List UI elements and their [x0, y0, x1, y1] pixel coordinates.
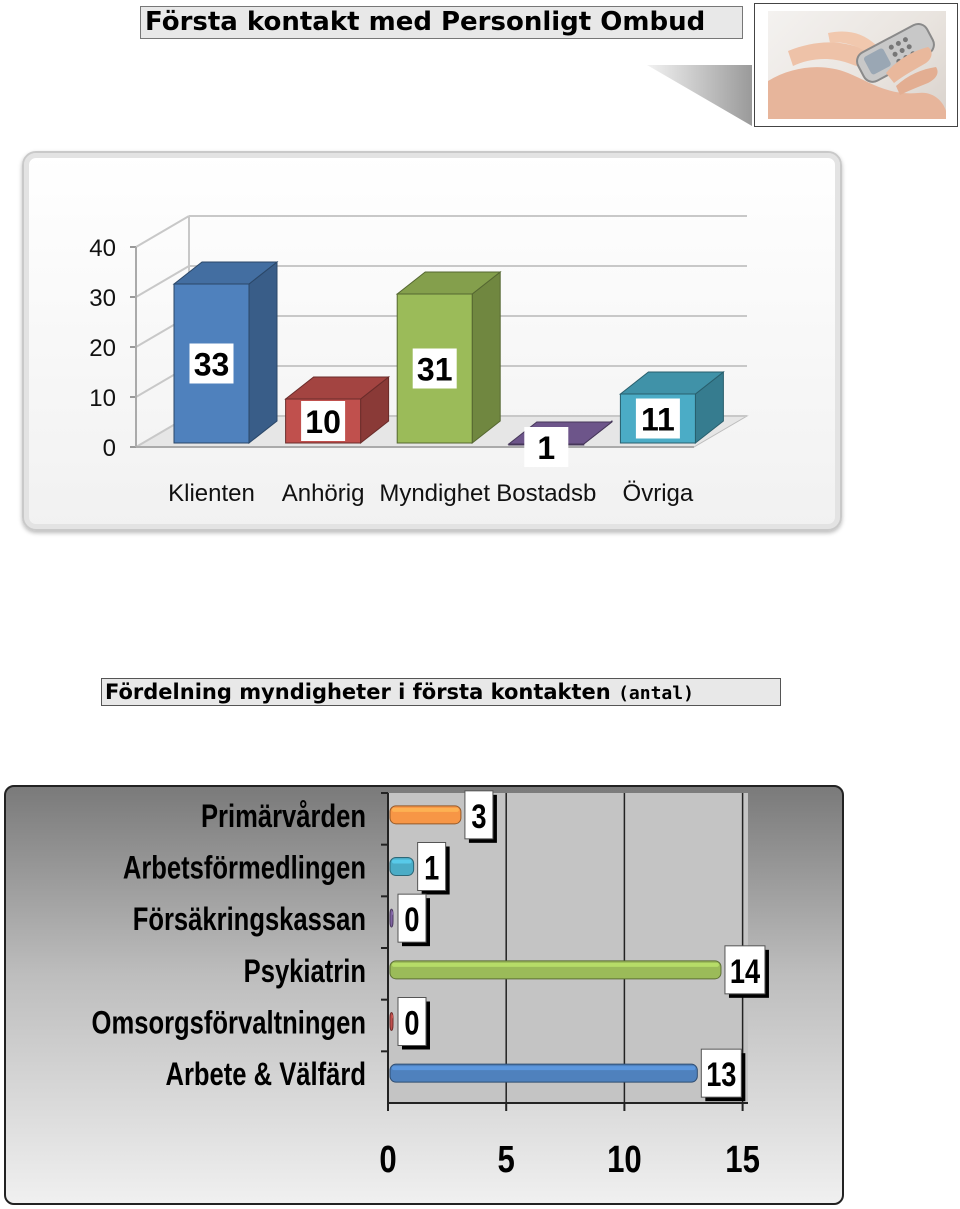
page-title: Första kontakt med Personligt Ombud: [140, 6, 743, 39]
chart2-bar-highlight: [392, 807, 459, 812]
chart1-bar-group: 31 Myndighet: [379, 270, 502, 507]
chart2-bar-highlight: [392, 1014, 393, 1019]
chart1-bar-side: [471, 270, 501, 445]
chart2-bar-group: 3 Primärvården: [201, 790, 497, 843]
chart1-frame: 0 10 20 30 40 33 Klienten 10 Anhörig 31 Myndighet 1…: [22, 151, 842, 531]
chart2-data-label-bg: [700, 1048, 742, 1098]
chart1-gridline-side: [135, 215, 190, 248]
chart2-category-label: Omsorgsförvaltningen: [92, 1006, 366, 1041]
chart2-xtick-label: 5: [498, 1139, 515, 1181]
chart2-bar-highlight: [392, 1066, 696, 1071]
chart1-bar-group: 33 Klienten: [168, 260, 279, 507]
chart1-ytick-label: 20: [89, 335, 116, 362]
chart2-bar-highlight: [392, 859, 412, 864]
chart1-data-label-bg: [189, 343, 234, 384]
chart1-category-label: Övriga: [623, 480, 694, 507]
chart2-plot-area: [388, 793, 748, 1103]
chart1-data-label: 31: [417, 352, 453, 388]
contacts-3d-bar-chart: 01020304033Klienten10Anhörig31Myndighet1…: [89, 215, 749, 507]
chart2-xtick-label: 10: [607, 1139, 642, 1181]
chart2-data-label: 14: [730, 952, 760, 991]
chart2-data-label-bg: [417, 842, 447, 891]
chart1-bar-side: [248, 260, 278, 445]
chart1-data-label: 11: [641, 402, 675, 438]
chart2-category-label: Psykiatrin: [244, 954, 366, 989]
chart2-category-label: Primärvården: [201, 799, 366, 834]
chart2-category-label: Försäkringskassan: [133, 903, 366, 938]
chart1-ytick-label: 30: [89, 285, 116, 312]
chart2-data-label-bg: [464, 790, 494, 840]
chart1-bar-group: 10 Anhörig: [282, 375, 391, 507]
authorities-horizontal-bar-chart: 0 5 10 15 3 Primärvården 1 Arbetsförmedlingen 0 F…: [92, 790, 769, 1181]
chart2-data-label: 1: [424, 849, 439, 888]
chart2-bar-highlight: [392, 962, 719, 967]
chart1-ytick-label: 10: [89, 385, 116, 412]
chart2-category-label: Arbete & Välfärd: [165, 1058, 366, 1093]
chart2-bar-group: 13 Arbete & Välfärd: [165, 1048, 746, 1102]
chart2-title-unit: (antal): [618, 683, 694, 704]
chart2-axes: 0 5 10 15: [379, 793, 760, 1181]
chart2-frame: 0 5 10 15 3 Primärvården 1 Arbetsförmedlingen 0 F…: [4, 785, 844, 1205]
chart1-data-label: 1: [537, 430, 555, 466]
chart2-bar-group: 14 Psykiatrin: [244, 945, 769, 998]
chart2-data-label: 0: [404, 900, 419, 939]
chart1-data-label: 10: [305, 404, 341, 440]
chart1-ytick-label: 40: [89, 235, 116, 262]
chart2-title-text: Fördelning myndigheter i första kontakte…: [105, 680, 611, 704]
chart2-category-label: Arbetsförmedlingen: [123, 851, 366, 886]
chart2-data-label: 13: [706, 1055, 736, 1094]
chart2-bar-group: 1 Arbetsförmedlingen: [123, 842, 450, 895]
photo-shadow: [647, 65, 752, 126]
chart1-data-label-bg: [524, 427, 569, 467]
chart2-data-label-bg: [724, 945, 766, 995]
chart2-bar-group: 0 Försäkringskassan: [133, 893, 430, 947]
chart1-category-label: Anhörig: [282, 480, 365, 507]
chart1-category-label: Klienten: [168, 480, 255, 507]
chart2-data-label-bg: [397, 997, 427, 1046]
chart2-xtick-label: 0: [379, 1139, 396, 1181]
chart1-data-label: 33: [194, 347, 230, 383]
chart2-xtick-label: 15: [725, 1139, 760, 1181]
hand-holding-phone-photo: [768, 11, 946, 119]
chart2-data-label: 0: [404, 1004, 419, 1043]
photo-frame: [754, 3, 958, 127]
chart1-bar-group: 1 Bostadsb: [496, 419, 614, 507]
chart1-data-label-bg: [635, 398, 680, 439]
chart1-category-label: Myndighet: [379, 480, 490, 507]
chart2-data-label-bg: [397, 893, 427, 943]
chart1-gridline-side: [135, 265, 190, 298]
chart1-data-label-bg: [412, 348, 457, 389]
chart2-data-label: 3: [471, 797, 486, 836]
chart1-category-label: Bostadsb: [496, 480, 596, 507]
chart2-bar-group: 0 Omsorgsförvaltningen: [92, 997, 430, 1050]
chart1-data-label-bg: [301, 401, 346, 441]
chart1-ytick-label: 0: [103, 435, 116, 462]
chart2-title: Fördelning myndigheter i första kontakte…: [101, 678, 781, 706]
chart2-bar-highlight: [392, 911, 393, 916]
chart1-bar-group: 11 Övriga: [618, 370, 725, 507]
